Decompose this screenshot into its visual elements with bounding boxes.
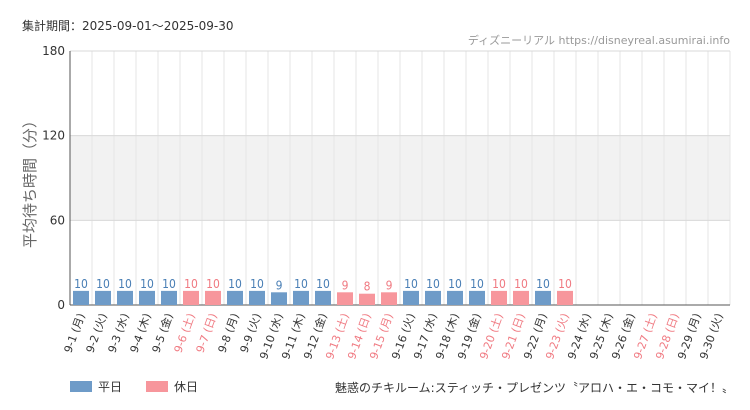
data-label: 10 [184, 277, 198, 291]
legend-item-weekday[interactable]: 平日 [70, 378, 122, 395]
data-label: 10 [250, 277, 264, 291]
bar [337, 292, 353, 305]
source-credit[interactable]: ディズニーリアル https://disneyreal.asumirai.inf… [467, 34, 730, 47]
data-label: 10 [492, 277, 506, 291]
attraction-name: 魅惑のチキルーム:スティッチ・プレゼンツ〝アロハ・エ・コモ・マイ！〟 [335, 381, 734, 395]
bar [293, 290, 309, 305]
data-label: 10 [404, 277, 418, 291]
bar [183, 290, 199, 305]
bar [73, 290, 89, 305]
data-label: 10 [162, 277, 176, 291]
bar [491, 290, 507, 305]
data-label: 10 [96, 277, 110, 291]
bar [161, 290, 177, 305]
data-label: 10 [206, 277, 220, 291]
bar [139, 290, 155, 305]
y-axis-title-wrap: 平均待ち時間（分） [4, 100, 54, 260]
bar [95, 290, 111, 305]
data-label: 10 [228, 277, 242, 291]
y-tick-label: 180 [42, 44, 65, 58]
data-label: 9 [276, 278, 283, 292]
bar [271, 292, 287, 305]
bar [315, 290, 331, 305]
collection-period: 集計期間：2025-09-01～2025-09-30 [22, 19, 234, 33]
bar [425, 290, 441, 305]
data-label: 10 [448, 277, 462, 291]
data-label: 10 [294, 277, 308, 291]
data-label: 10 [140, 277, 154, 291]
bar [117, 290, 133, 305]
data-label: 10 [514, 277, 528, 291]
legend: 平日 休日 [70, 378, 222, 395]
data-label: 10 [470, 277, 484, 291]
bar [359, 293, 375, 305]
data-label: 9 [342, 278, 349, 292]
bar [513, 290, 529, 305]
legend-label-weekday: 平日 [98, 380, 123, 394]
data-label: 10 [316, 277, 330, 291]
legend-swatch-weekday [70, 381, 92, 392]
data-label: 10 [558, 277, 572, 291]
legend-swatch-holiday [146, 381, 169, 392]
bar [381, 292, 397, 305]
data-label: 9 [386, 278, 393, 292]
data-label: 10 [118, 277, 132, 291]
legend-item-holiday[interactable]: 休日 [146, 378, 198, 395]
bar [535, 290, 551, 305]
bar [403, 290, 419, 305]
y-tick-label: 60 [50, 213, 65, 227]
data-label: 10 [426, 277, 440, 291]
data-label: 8 [364, 280, 371, 294]
y-tick-label: 0 [57, 298, 65, 312]
bar [249, 290, 265, 305]
bar [469, 290, 485, 305]
y-tick-label: 120 [42, 129, 65, 143]
bar [557, 290, 573, 305]
bar [447, 290, 463, 305]
data-label: 10 [74, 277, 88, 291]
bar [205, 290, 221, 305]
legend-label-holiday: 休日 [174, 380, 199, 394]
y-axis-title: 平均待ち時間（分） [20, 112, 39, 248]
data-label: 10 [536, 277, 550, 291]
bar [227, 290, 243, 305]
